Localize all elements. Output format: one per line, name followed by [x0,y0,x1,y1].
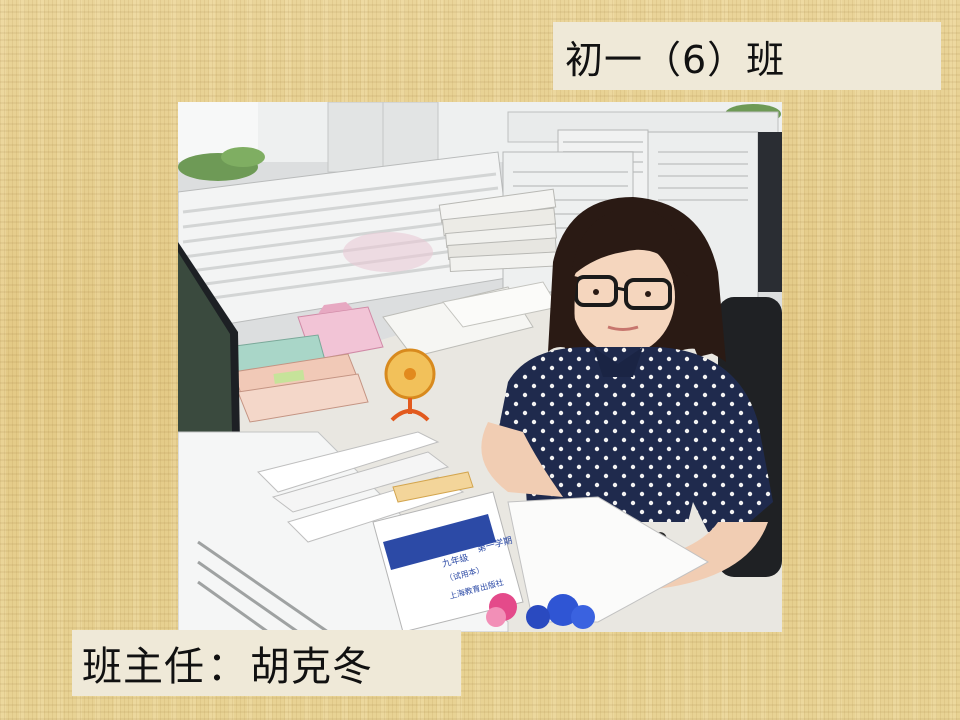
teacher-title: 班主任 [82,644,205,690]
teacher-photo: 九年级 第一学期 （试用本） 上海教育出版社 [178,102,782,632]
office-scene: 九年级 第一学期 （试用本） 上海教育出版社 [178,102,782,632]
class-label: 初一（6）班 [553,22,941,90]
teacher-separator: ： [207,644,248,690]
teacher-label: 班主任：胡克冬 [72,630,461,696]
teacher-name: 胡克冬 [250,644,373,690]
class-label-text: 初一（6）班 [565,37,786,82]
